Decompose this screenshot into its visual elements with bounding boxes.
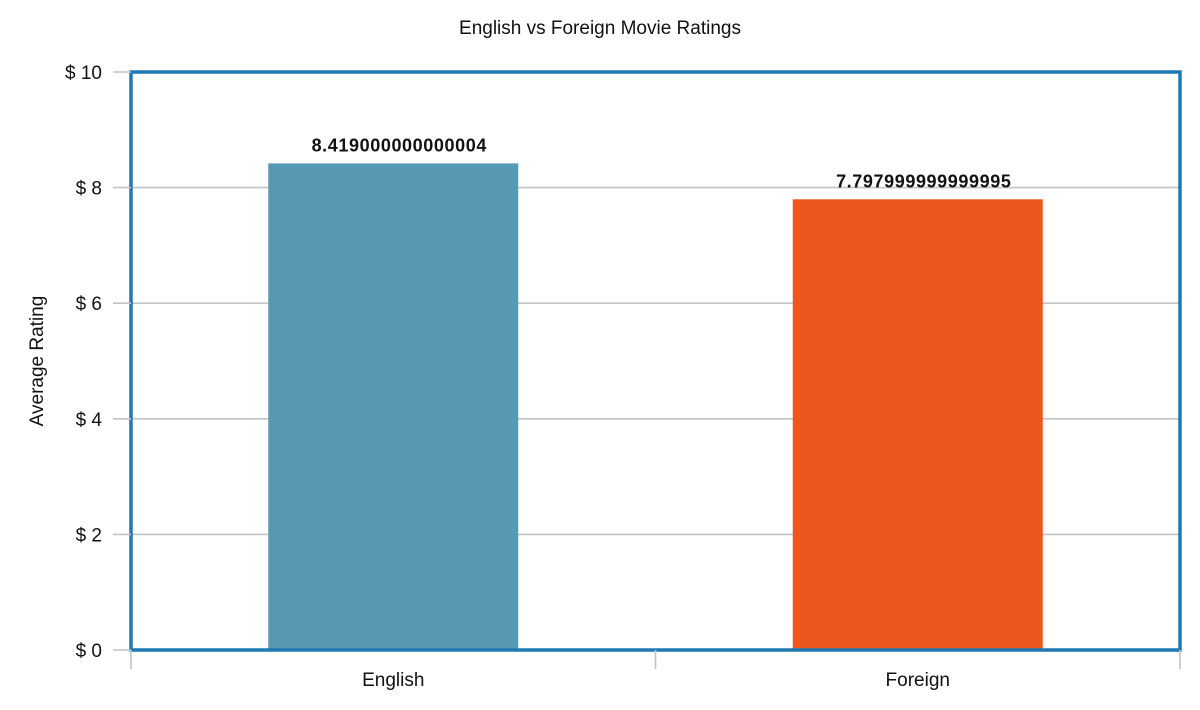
y-ticks: $ 0 $ 2 $ 4 $ 6 $ 8 $ 10: [65, 63, 131, 662]
y-tick-label: $ 4: [76, 410, 103, 431]
x-tick-label: Foreign: [886, 670, 950, 691]
data-labels: 8.419000000000004 7.797999999999995: [312, 135, 1011, 191]
bars: [268, 163, 1043, 650]
chart-title: English vs Foreign Movie Ratings: [459, 18, 741, 39]
bar-foreign: [792, 199, 1043, 650]
x-tick-label: English: [362, 670, 424, 691]
bar-english: [268, 163, 519, 650]
y-tick-label: $ 0: [76, 641, 102, 662]
data-label-foreign: 7.797999999999995: [836, 171, 1011, 191]
y-tick-label: $ 2: [76, 525, 102, 546]
y-axis-label: Average Rating: [27, 296, 48, 427]
y-tick-label: $ 8: [76, 179, 102, 200]
x-ticks: English Foreign: [130, 650, 1181, 691]
y-tick-label: $ 10: [65, 63, 102, 84]
y-tick-label: $ 6: [76, 294, 102, 315]
data-label-english: 8.419000000000004: [312, 135, 487, 155]
